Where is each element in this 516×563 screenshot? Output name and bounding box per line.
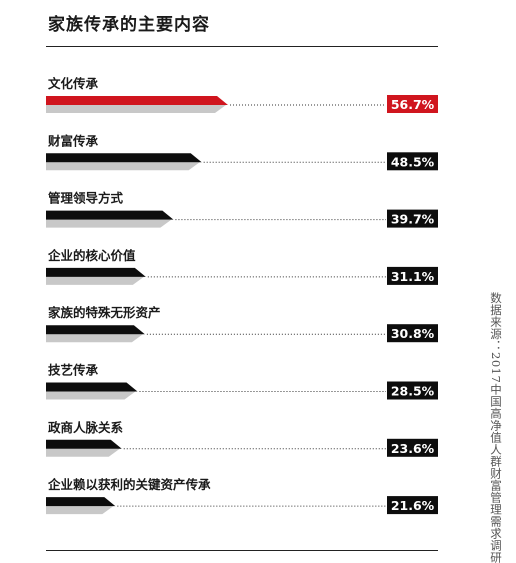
chart-title: 家族传承的主要内容 (48, 15, 210, 35)
value-badge (387, 266, 438, 285)
bar (46, 439, 122, 449)
value-label: 30.8% (391, 326, 435, 341)
value-badge (387, 95, 438, 113)
value-badge (387, 381, 438, 400)
bar (46, 96, 229, 105)
value-badge (387, 209, 438, 228)
category-label: 家族的特殊无形资产 (48, 305, 161, 320)
bar-shadow (46, 334, 143, 343)
bar-shadow (46, 506, 114, 515)
category-label: 技艺传承 (48, 363, 99, 378)
bar (46, 267, 146, 277)
bottom-divider (46, 550, 438, 551)
bar-shadow (46, 219, 172, 228)
bar-shadow (46, 105, 227, 113)
value-badge (387, 438, 438, 457)
bar-shadow (46, 162, 200, 171)
category-label: 财富传承 (47, 133, 99, 148)
value-label: 39.7% (391, 212, 435, 227)
bar-shadow (46, 391, 136, 400)
value-label: 21.6% (391, 498, 435, 513)
bar-shadow (46, 448, 120, 457)
value-badge (387, 496, 438, 515)
value-label: 56.7% (391, 97, 435, 112)
category-label: 文化传承 (48, 76, 99, 91)
category-label: 企业赖以获利的关键资产传承 (47, 477, 211, 492)
category-label: 企业的核心价值 (47, 248, 136, 263)
value-badge (387, 152, 438, 171)
category-label: 管理领导方式 (48, 191, 124, 206)
bar-shadow (46, 276, 144, 285)
category-label: 政商人脉关系 (48, 420, 124, 435)
bar (46, 210, 174, 220)
source-note: 数据来源：2017中国高净值人群财富管理需求调研 (489, 292, 503, 563)
bar (46, 153, 202, 163)
bar (46, 325, 145, 335)
bar (46, 497, 116, 507)
value-label: 31.1% (391, 269, 435, 284)
value-label: 23.6% (391, 441, 435, 456)
value-badge (387, 324, 438, 343)
value-label: 48.5% (391, 154, 435, 169)
value-label: 28.5% (391, 384, 435, 399)
bar (46, 382, 138, 392)
title-divider (46, 46, 438, 47)
